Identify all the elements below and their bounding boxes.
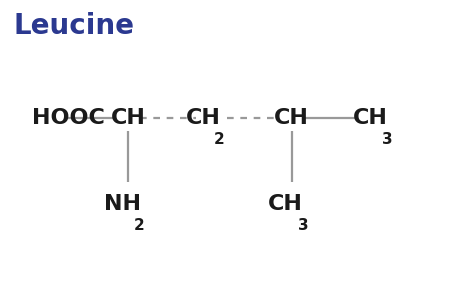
Text: 2: 2: [134, 218, 145, 233]
Text: CH: CH: [111, 108, 146, 128]
Text: 3: 3: [382, 132, 392, 147]
Text: HOOC: HOOC: [32, 108, 104, 128]
Text: NH: NH: [104, 194, 141, 214]
Text: CH: CH: [274, 108, 309, 128]
Text: 3: 3: [297, 218, 308, 233]
Text: Leucine: Leucine: [14, 12, 135, 40]
Text: CH: CH: [186, 108, 221, 128]
Text: 2: 2: [214, 132, 225, 147]
Text: alamy - WA1CD5: alamy - WA1CD5: [178, 273, 272, 283]
Text: CH: CH: [268, 194, 303, 214]
Text: CH: CH: [352, 108, 387, 128]
